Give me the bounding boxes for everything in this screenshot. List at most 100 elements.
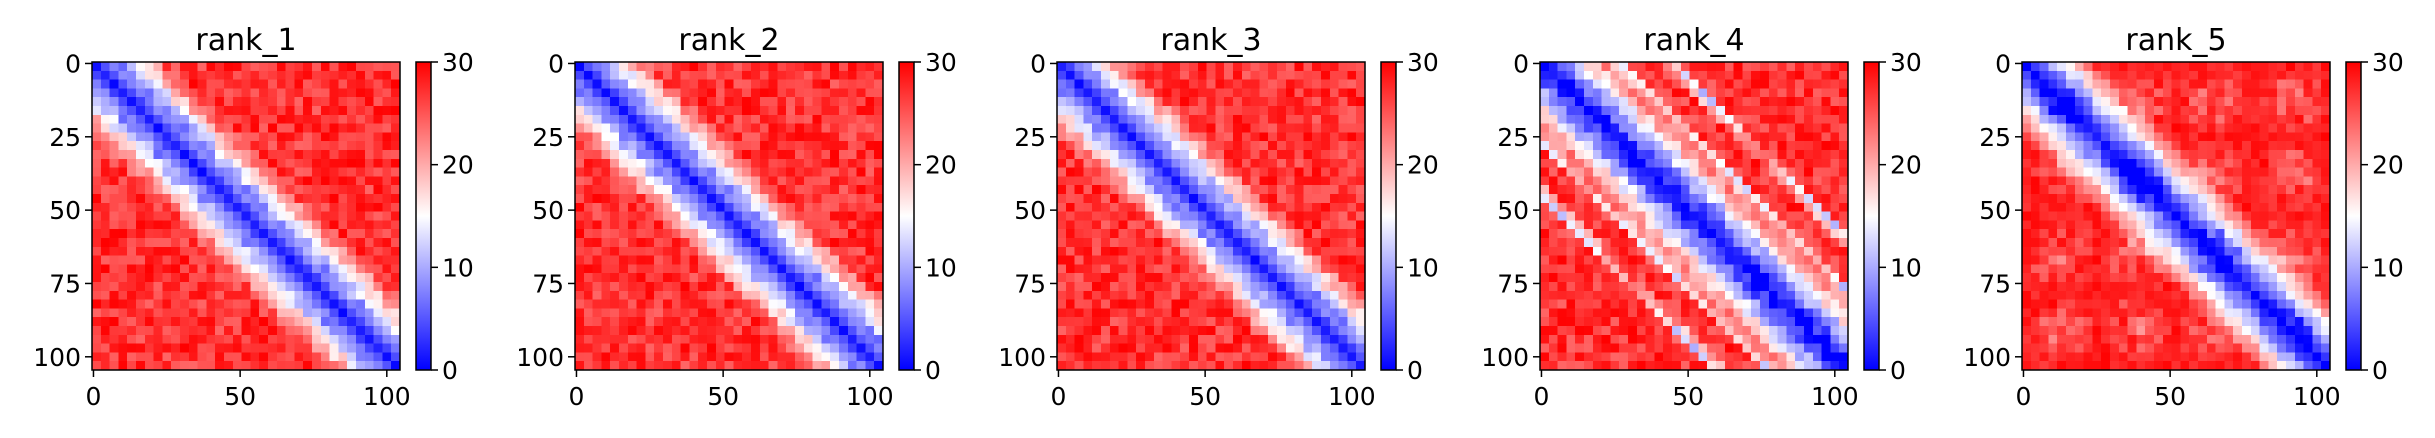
heatmap-cell — [224, 229, 234, 239]
heatmap-cell — [1619, 264, 1629, 274]
heatmap-cell — [391, 326, 401, 336]
heatmap-cell — [241, 317, 251, 327]
heatmap-cell — [1601, 194, 1611, 204]
heatmap-cell — [1733, 273, 1743, 283]
heatmap-cell — [1601, 273, 1611, 283]
heatmap-cell — [751, 255, 761, 265]
heatmap-cell — [812, 220, 822, 230]
heatmap-cell — [1294, 299, 1304, 309]
heatmap-cell — [575, 114, 585, 125]
heatmap-cell — [329, 158, 339, 169]
heatmap-cell — [259, 150, 269, 160]
heatmap-cell — [627, 70, 638, 81]
heatmap-cell — [1742, 343, 1752, 353]
heatmap-cell — [250, 229, 260, 239]
heatmap-cell — [1241, 273, 1252, 283]
heatmap-cell — [162, 238, 172, 248]
heatmap-cell — [601, 70, 611, 81]
heatmap-cell — [1162, 185, 1172, 195]
heatmap-cell — [1321, 79, 1331, 89]
heatmap-cell — [821, 114, 831, 125]
heatmap-cell — [1321, 326, 1331, 336]
heatmap-cell — [1268, 334, 1278, 345]
heatmap-cell — [1294, 114, 1304, 125]
heatmap-cell — [759, 352, 770, 362]
heatmap-cell — [1206, 132, 1216, 142]
heatmap-cell — [144, 62, 155, 72]
heatmap-cell — [1680, 194, 1691, 204]
heatmap-cell — [197, 326, 207, 336]
heatmap-cell — [742, 70, 752, 81]
heatmap-cell — [1285, 273, 1296, 283]
heatmap-cell — [1065, 62, 1076, 72]
heatmap-cell — [1575, 326, 1585, 336]
heatmap-cell — [1672, 246, 1682, 257]
heatmap-cell — [733, 88, 743, 98]
heatmap-cell — [1074, 202, 1084, 213]
heatmap-cell — [663, 150, 673, 160]
heatmap-cell — [575, 264, 585, 274]
heatmap-cell — [241, 361, 251, 371]
heatmap-cell — [1162, 123, 1172, 133]
heatmap-cell — [162, 361, 172, 371]
heatmap-cell — [1083, 185, 1093, 195]
heatmap-cell — [136, 299, 146, 309]
heatmap-cell — [364, 132, 375, 142]
heatmap-cell — [1250, 123, 1260, 133]
heatmap-cell — [1812, 167, 1823, 177]
heatmap-cell — [847, 255, 858, 265]
heatmap-cell — [224, 220, 234, 230]
heatmap-cell — [391, 273, 401, 283]
heatmap-cell — [1733, 141, 1743, 151]
heatmap-cell — [1321, 246, 1331, 257]
heatmap-cell — [1742, 255, 1752, 265]
heatmap-cell — [1548, 114, 1559, 125]
heatmap-cell — [1057, 308, 1067, 318]
heatmap-cell — [619, 194, 629, 204]
heatmap-cell — [592, 70, 602, 81]
heatmap-cell — [619, 211, 629, 221]
heatmap-cell — [1329, 141, 1340, 151]
heatmap-cell — [347, 123, 357, 133]
heatmap-cell — [276, 361, 287, 371]
heatmap-cell — [1592, 106, 1603, 116]
heatmap-cell — [1821, 238, 1831, 248]
heatmap-cell — [1092, 202, 1102, 213]
heatmap-cell — [1259, 238, 1269, 248]
heatmap-cell — [803, 150, 814, 160]
heatmap-cell — [1619, 97, 1629, 107]
heatmap-cell — [733, 246, 743, 257]
heatmap-cell — [1724, 167, 1735, 177]
heatmap-cell — [733, 79, 743, 89]
heatmap-cell — [1356, 299, 1366, 309]
heatmap-cell — [180, 255, 190, 265]
heatmap-cell — [1285, 97, 1296, 107]
heatmap-cell — [1575, 255, 1585, 265]
heatmap-cell — [136, 167, 146, 177]
heatmap-cell — [1065, 352, 1076, 362]
heatmap-cell — [364, 114, 375, 125]
heatmap-cell — [821, 343, 831, 353]
heatmap-cell — [364, 334, 375, 345]
heatmap-cell — [715, 290, 726, 301]
heatmap-cell — [742, 176, 752, 186]
heatmap-cell — [259, 326, 269, 336]
heatmap-cell — [382, 326, 392, 336]
heatmap-cell — [1628, 79, 1638, 89]
heatmap-cell — [215, 132, 225, 142]
x-tick-label: 50 — [224, 382, 256, 411]
heatmap-cell — [215, 229, 225, 239]
heatmap-cell — [698, 334, 708, 345]
heatmap-cell — [276, 167, 287, 177]
heatmap-cell — [830, 194, 840, 204]
heatmap-cell — [1109, 299, 1120, 309]
heatmap-cell — [1566, 343, 1576, 353]
heatmap-cell — [751, 176, 761, 186]
heatmap-cell — [241, 220, 251, 230]
heatmap-cell — [821, 211, 831, 221]
heatmap-cell — [329, 308, 339, 318]
heatmap-cell — [347, 185, 357, 195]
heatmap-cell — [1610, 150, 1620, 160]
heatmap-cell — [1127, 123, 1137, 133]
heatmap-cell — [1751, 229, 1761, 239]
